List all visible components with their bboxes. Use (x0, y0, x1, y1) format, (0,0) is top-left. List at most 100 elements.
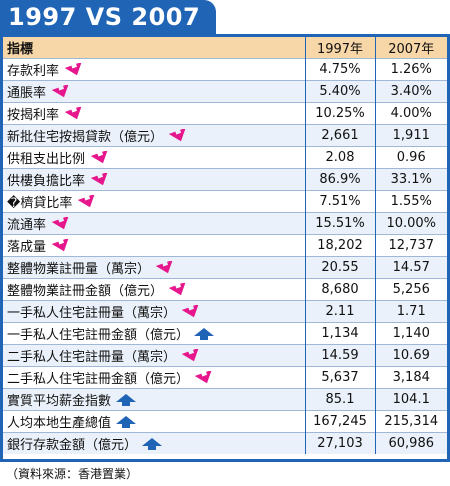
down-arrow-icon (194, 370, 212, 383)
indicator-cell: 整體物業註冊金額（億元） (3, 278, 305, 301)
indicator-label: 流通率 (7, 218, 47, 233)
indicator-cell: 通脹率 (3, 80, 305, 103)
indicator-label: 存款利率 (7, 64, 60, 79)
value-2007: 4.00% (374, 102, 447, 125)
value-2007: 10.00% (374, 212, 447, 235)
value-2007: 1.71 (374, 300, 447, 323)
indicator-label: 按揭利率 (7, 108, 60, 123)
indicator-label: 落成量 (7, 240, 47, 255)
value-1997: 167,245 (304, 410, 375, 433)
table-row: 流通率 15.51% 10.00% (3, 212, 447, 235)
indicator-label: 銀行存款金額（億元） (7, 438, 138, 453)
indicator-label: 二手私人住宅註冊量（萬宗） (7, 350, 177, 365)
table-header-row: 指標 1997年 2007年 (3, 37, 447, 59)
down-arrow-icon (90, 172, 108, 185)
indicator-cell: 流通率 (3, 212, 305, 235)
down-arrow-icon (155, 260, 173, 273)
table-row: 一手私人住宅註冊量（萬宗） 2.11 1.71 (3, 300, 447, 323)
table-row: 銀行存款金額（億元） 27,103 60,986 (3, 432, 447, 454)
value-2007: 10.69 (374, 344, 447, 367)
value-1997: 8,680 (304, 278, 375, 301)
down-arrow-icon (90, 150, 108, 163)
indicator-cell: 供樓負擔比率 (3, 168, 305, 191)
value-2007: 1,911 (374, 124, 447, 147)
indicator-cell: 銀行存款金額（億元） (3, 432, 305, 454)
value-1997: 27,103 (304, 432, 375, 454)
comparison-table: 指標 1997年 2007年 存款利率 4.75% 1.26% 通脹率 5.40% 3.4… (3, 37, 447, 454)
value-1997: 5.40% (304, 80, 375, 103)
indicator-label: 人均本地生產總值 (7, 416, 112, 431)
value-1997: 85.1 (304, 388, 375, 411)
indicator-cell: 二手私人住宅註冊量（萬宗） (3, 344, 305, 367)
value-2007: 1,140 (374, 322, 447, 345)
value-1997: 10.25% (304, 102, 375, 125)
indicator-cell: 按揭利率 (3, 102, 305, 125)
header-1997: 1997年 (304, 37, 375, 59)
value-1997: 14.59 (304, 344, 375, 367)
value-1997: 2.11 (304, 300, 375, 323)
indicator-label: 供租支出比例 (7, 152, 86, 167)
value-1997: 86.9% (304, 168, 375, 191)
value-1997: 1,134 (304, 322, 375, 345)
table-row: 按揭利率 10.25% 4.00% (3, 102, 447, 125)
indicator-label: 實質平均薪金指數 (7, 394, 112, 409)
value-2007: 14.57 (374, 256, 447, 279)
value-2007: 0.96 (374, 146, 447, 169)
value-1997: 4.75% (304, 58, 375, 81)
indicator-label: �櫅貸比率 (7, 196, 73, 211)
indicator-cell: 實質平均薪金指數 (3, 388, 305, 411)
down-arrow-icon (64, 106, 82, 119)
value-2007: 3.40% (374, 80, 447, 103)
value-2007: 3,184 (374, 366, 447, 389)
page-title: 1997 VS 2007 (0, 0, 216, 34)
indicator-cell: 存款利率 (3, 58, 305, 81)
indicator-label: 整體物業註冊金額（億元） (7, 284, 164, 299)
indicator-cell: 人均本地生產總值 (3, 410, 305, 433)
down-arrow-icon (51, 238, 69, 251)
indicator-label: 供樓負擔比率 (7, 174, 86, 189)
value-1997: 2,661 (304, 124, 375, 147)
header-2007: 2007年 (374, 37, 447, 59)
indicator-cell: 供租支出比例 (3, 146, 305, 169)
value-1997: 20.55 (304, 256, 375, 279)
indicator-cell: 一手私人住宅註冊量（萬宗） (3, 300, 305, 323)
value-1997: 5,637 (304, 366, 375, 389)
down-arrow-icon (64, 62, 82, 75)
indicator-cell: 二手私人住宅註冊金額（億元） (3, 366, 305, 389)
table-row: 二手私人住宅註冊量（萬宗） 14.59 10.69 (3, 344, 447, 367)
table-row: 一手私人住宅註冊金額（億元） 1,134 1,140 (3, 322, 447, 345)
table-row: 整體物業註冊金額（億元） 8,680 5,256 (3, 278, 447, 301)
table-row: 供樓負擔比率 86.9% 33.1% (3, 168, 447, 191)
table-row: 通脹率 5.40% 3.40% (3, 80, 447, 103)
comparison-table-box: 指標 1997年 2007年 存款利率 4.75% 1.26% 通脹率 5.40% 3.4… (0, 34, 450, 462)
down-arrow-icon (168, 128, 186, 141)
indicator-label: 二手私人住宅註冊金額（億元） (7, 372, 190, 387)
table-row: 二手私人住宅註冊金額（億元） 5,637 3,184 (3, 366, 447, 389)
indicator-cell: 整體物業註冊量（萬宗） (3, 256, 305, 279)
value-2007: 104.1 (374, 388, 447, 411)
value-2007: 1.55% (374, 190, 447, 213)
table-row: 整體物業註冊量（萬宗） 20.55 14.57 (3, 256, 447, 279)
down-arrow-icon (51, 216, 69, 229)
down-arrow-icon (78, 194, 96, 207)
indicator-label: 一手私人住宅註冊金額（億元） (7, 328, 190, 343)
indicator-label: 新批住宅按揭貸款（億元） (7, 130, 164, 145)
value-2007: 215,314 (374, 410, 447, 433)
value-2007: 60,986 (374, 432, 447, 454)
table-row: 供租支出比例 2.08 0.96 (3, 146, 447, 169)
value-1997: 2.08 (304, 146, 375, 169)
value-1997: 18,202 (304, 234, 375, 257)
table-row: 存款利率 4.75% 1.26% (3, 58, 447, 81)
value-2007: 12,737 (374, 234, 447, 257)
indicator-label: 整體物業註冊量（萬宗） (7, 262, 151, 277)
header-indicator: 指標 (3, 37, 305, 59)
source-note: （資料來源：香港置業） (6, 467, 139, 481)
up-arrow-icon (142, 437, 163, 450)
table-row: 落成量 18,202 12,737 (3, 234, 447, 257)
indicator-label: 通脹率 (7, 86, 47, 101)
up-arrow-icon (194, 327, 215, 340)
value-2007: 1.26% (374, 58, 447, 81)
table-row: �櫅貸比率 7.51% 1.55% (3, 190, 447, 213)
table-row: 人均本地生產總值 167,245 215,314 (3, 410, 447, 433)
value-2007: 5,256 (374, 278, 447, 301)
